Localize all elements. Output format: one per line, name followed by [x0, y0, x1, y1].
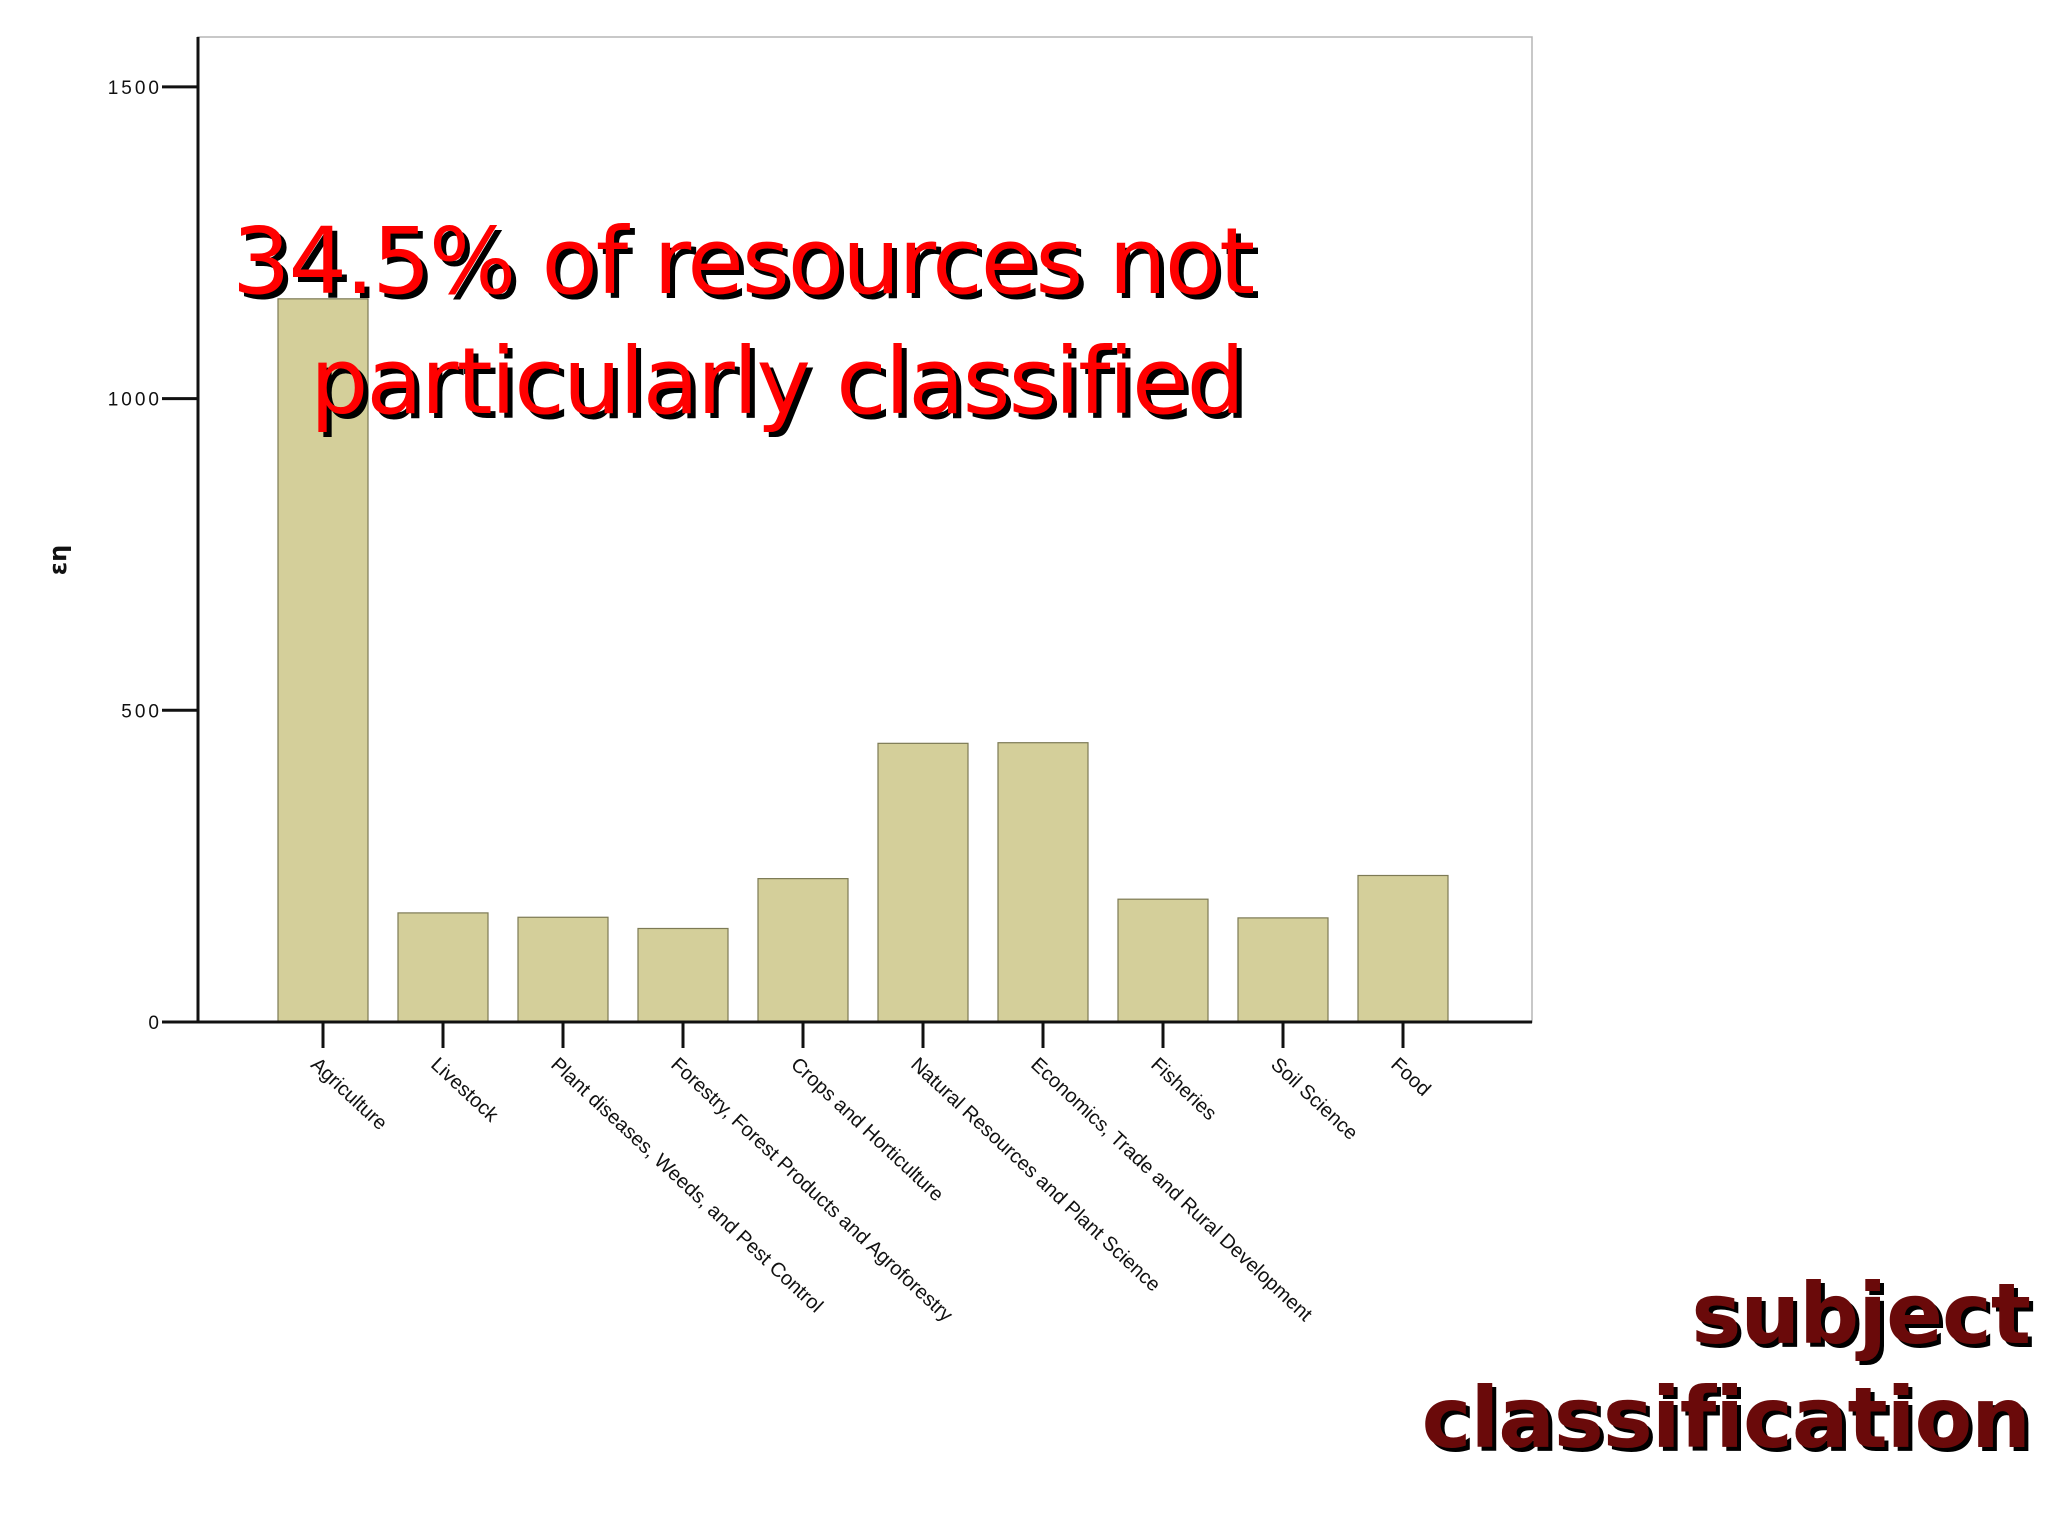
y-tick-label: 0: [148, 1013, 162, 1034]
slide-title-line-2: classification: [1421, 1369, 2031, 1467]
callout-line-2: particularly classified: [310, 328, 1245, 435]
callout-text: 34.5% of resources not particularly clas…: [232, 202, 1432, 442]
y-ticks: 0 500 1000 1500: [108, 78, 198, 1034]
callout-line-1: 34.5% of resources not: [232, 208, 1255, 315]
bar: [397, 912, 489, 1023]
plot-frame: [197, 36, 1533, 1023]
x-tick-label: Food: [1386, 1054, 1434, 1101]
x-tick-label: Plant diseases, Weeds, and Pest Control: [546, 1054, 827, 1318]
x-ticks: Agriculture Livestock Plant diseases, Weed…: [306, 1022, 1435, 1327]
x-tick-label: Forestry, Forest Products and Agroforest…: [666, 1054, 956, 1327]
bar: [1357, 874, 1449, 1023]
x-tick-label: Livestock: [426, 1054, 503, 1128]
bar: [757, 878, 849, 1023]
bar: [1237, 917, 1329, 1023]
x-tick-label: Natural Resources and Plant Science: [906, 1054, 1164, 1297]
slide-title-line-1: subject: [1691, 1265, 2031, 1363]
x-tick-label: Soil Science: [1266, 1054, 1361, 1145]
bar: [517, 916, 609, 1023]
bar: [277, 298, 369, 1023]
y-tick-label: 1500: [108, 78, 162, 99]
x-tick-label: Economics, Trade and Rural Development: [1026, 1054, 1316, 1327]
x-tick-label: Agriculture: [306, 1054, 391, 1135]
bar: [637, 927, 729, 1023]
bar: [1117, 898, 1209, 1023]
y-axis-label: εη: [44, 545, 72, 575]
y-tick-label: 1000: [108, 390, 162, 411]
y-tick-label: 500: [121, 701, 162, 722]
bar: [997, 742, 1089, 1023]
bar: [877, 742, 969, 1023]
slide-title: subject classification: [1421, 1262, 2031, 1470]
x-tick-label: Fisheries: [1146, 1054, 1220, 1125]
